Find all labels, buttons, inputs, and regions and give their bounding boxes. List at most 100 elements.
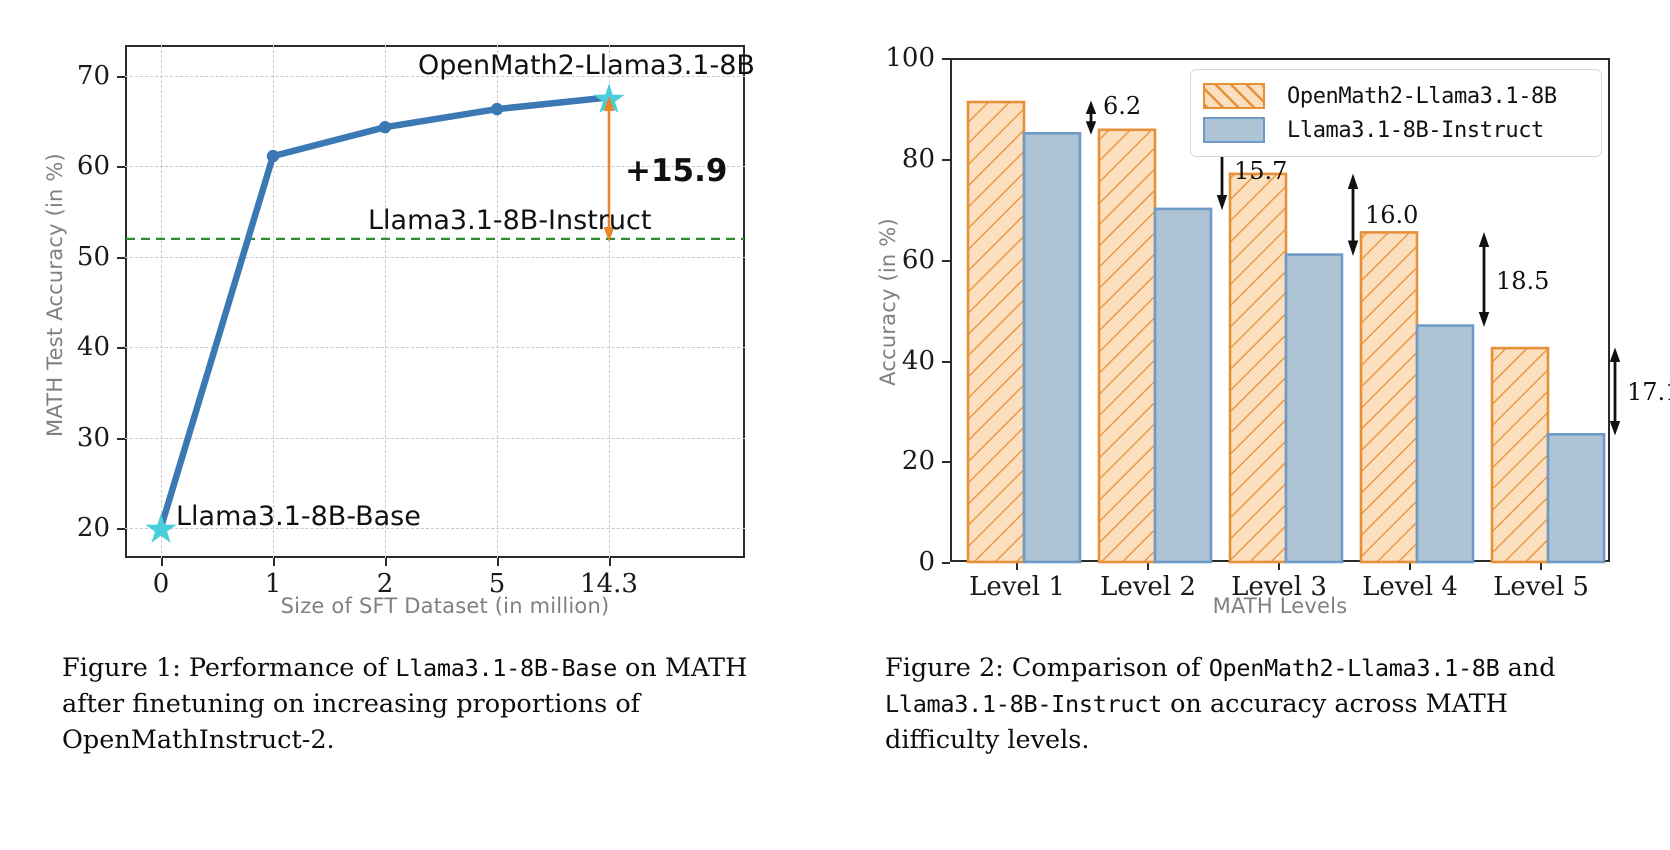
- figure1-ytick-40: [117, 347, 125, 349]
- figure1-xticklabel-2: 2: [376, 569, 394, 599]
- figure1-gridline-x5: [497, 45, 498, 558]
- figure2-xticklabel-level-5: Level 5: [1493, 572, 1589, 602]
- figure1-caption-rest: on MATH after finetuning on increasing p…: [62, 653, 748, 756]
- figure1-ytick-60: [117, 166, 125, 168]
- figure1-gridline-y50: [125, 257, 745, 258]
- figure2-xtick-level-2: [1147, 562, 1149, 570]
- bar-openmath2-level-1: [966, 100, 1026, 564]
- figure2-caption-model-a: OpenMath2-Llama3.1-8B: [1208, 654, 1500, 682]
- figure1-yticklabel-70: 70: [76, 61, 110, 91]
- legend-label-openmath2: OpenMath2-Llama3.1-8B: [1287, 83, 1557, 109]
- figure2-x-axis-title: MATH Levels: [1212, 594, 1348, 618]
- figure2-yticklabel-0: 0: [918, 547, 935, 577]
- figure2-xtick-level-5: [1540, 562, 1542, 570]
- legend-item-instruct: Llama3.1-8B-Instruct: [1203, 113, 1587, 147]
- figure1-annotation-openmath2: OpenMath2-Llama3.1-8B: [418, 50, 755, 81]
- legend-swatch-openmath2-icon: [1203, 83, 1265, 109]
- figure2-ytick-60: [942, 260, 950, 262]
- figure1-gridline-x2: [385, 45, 386, 558]
- delta-label-level-3: 16.0: [1365, 201, 1419, 229]
- figure2-xticklabel-level-4: Level 4: [1362, 572, 1458, 602]
- figure1-caption-prefix: Figure 1: Performance of: [62, 653, 396, 683]
- figure2-ytick-40: [942, 361, 950, 363]
- figure-1-panel: MATH Test Accuracy (in %) Size of SFT Da…: [43, 45, 755, 759]
- figure1-caption: Figure 1: Performance of Llama3.1-8B-Bas…: [62, 650, 752, 759]
- figure2-caption-suffix: on accuracy across MATH difficulty level…: [885, 689, 1509, 756]
- delta-label-level-2: 15.7: [1234, 157, 1288, 185]
- figure2-caption: Figure 2: Comparison of OpenMath2-Llama3…: [885, 650, 1585, 759]
- figure1-gridline-y70: [125, 76, 745, 77]
- figure2-legend: OpenMath2-Llama3.1-8B Llama3.1-8B-Instru…: [1190, 69, 1602, 157]
- figure1-gridline-y20: [125, 528, 745, 529]
- figure2-ytick-20: [942, 461, 950, 463]
- figure1-xticklabel-5: 5: [488, 569, 506, 599]
- figure2-yticklabel-60: 60: [901, 245, 935, 275]
- figure2-xticklabel-level-1: Level 1: [969, 572, 1065, 602]
- legend-swatch-instruct-icon: [1203, 117, 1265, 143]
- bar-instruct-level-2: [1153, 207, 1213, 564]
- bar-instruct-level-3: [1284, 253, 1344, 564]
- figure1-xticklabel-0: 0: [152, 569, 170, 599]
- figure1-yticklabel-20: 20: [76, 513, 110, 543]
- bar-openmath2-level-2: [1097, 128, 1157, 564]
- figure2-caption-prefix: Figure 2: Comparison of: [885, 653, 1209, 683]
- figure1-xticklabel-1: 1: [264, 569, 282, 599]
- figure1-point-5: [490, 102, 504, 116]
- figure2-xtick-level-1: [1016, 562, 1018, 570]
- figure1-line-series: [157, 94, 613, 531]
- figure2-xtick-level-4: [1409, 562, 1411, 570]
- figure1-gridline-x143: [609, 45, 610, 558]
- figure1-annotation-instruct-baseline: Llama3.1-8B-Instruct: [368, 205, 652, 236]
- figure2-caption-mid: and: [1499, 653, 1556, 683]
- figure1-xtick-1: [273, 558, 275, 566]
- delta-arrow-level-1: [1085, 100, 1097, 135]
- figure2-yticklabel-80: 80: [901, 144, 935, 174]
- legend-item-openmath2: OpenMath2-Llama3.1-8B: [1203, 79, 1587, 113]
- figure2-ytick-0: [942, 562, 950, 564]
- figure-2-panel: Accuracy (in %) MATH Levels 100 80 60 40…: [835, 0, 1670, 850]
- figure1-xtick-0: [161, 558, 163, 566]
- figure1-xtick-2: [385, 558, 387, 566]
- figure2-xtick-level-3: [1278, 562, 1280, 570]
- figure1-xtick-5: [497, 558, 499, 566]
- figure1-gridline-y30: [125, 438, 745, 439]
- figure1-x-axis-title: Size of SFT Dataset (in million): [280, 594, 610, 618]
- delta-arrow-level-5: [1609, 347, 1621, 436]
- legend-label-instruct: Llama3.1-8B-Instruct: [1287, 117, 1544, 143]
- figure1-gridline-y60: [125, 166, 745, 167]
- figure1-delta-arrow: [603, 96, 615, 242]
- figure1-annotation-delta: +15.9: [625, 153, 728, 189]
- figure1-point-2: [378, 121, 392, 134]
- figure2-yticklabel-40: 40: [901, 346, 935, 376]
- delta-label-level-4: 18.5: [1496, 267, 1550, 295]
- figure1-data-layer: [126, 83, 744, 543]
- figure2-ytick-100: [942, 58, 950, 60]
- figure1-gridline-x1: [273, 45, 274, 558]
- bar-openmath2-level-5: [1490, 346, 1550, 564]
- figure1-yticklabel-60: 60: [76, 151, 110, 181]
- figure1-yticklabel-40: 40: [76, 332, 110, 362]
- figure1-ytick-70: [117, 76, 125, 78]
- figure1-yticklabel-30: 30: [76, 423, 110, 453]
- figure1-annotation-base-model: Llama3.1-8B-Base: [176, 501, 421, 532]
- figure1-caption-model-name: Llama3.1-8B-Base: [395, 654, 617, 682]
- figure1-star-marker-base: [145, 513, 177, 543]
- bar-openmath2-level-4: [1359, 231, 1419, 564]
- bar-instruct-level-1: [1022, 132, 1082, 564]
- figure2-caption-model-b: Llama3.1-8B-Instruct: [885, 690, 1162, 719]
- figure2-yticklabel-20: 20: [901, 446, 935, 476]
- figure1-xticklabel-143: 14.3: [580, 569, 638, 599]
- figure1-yticklabel-50: 50: [76, 242, 110, 272]
- figure2-xticklabel-level-3: Level 3: [1231, 572, 1327, 602]
- figure1-xtick-143: [609, 558, 611, 566]
- figure2-ytick-80: [942, 159, 950, 161]
- figure2-yticklabel-100: 100: [885, 43, 935, 73]
- figure1-gridline-y40: [125, 347, 745, 348]
- figure1-ytick-20: [117, 528, 125, 530]
- figure2-xticklabel-level-2: Level 2: [1100, 572, 1196, 602]
- delta-label-level-5: 17.1: [1627, 378, 1670, 406]
- figure1-ytick-30: [117, 438, 125, 440]
- delta-arrow-level-3: [1347, 173, 1359, 256]
- bar-instruct-level-4: [1415, 324, 1475, 564]
